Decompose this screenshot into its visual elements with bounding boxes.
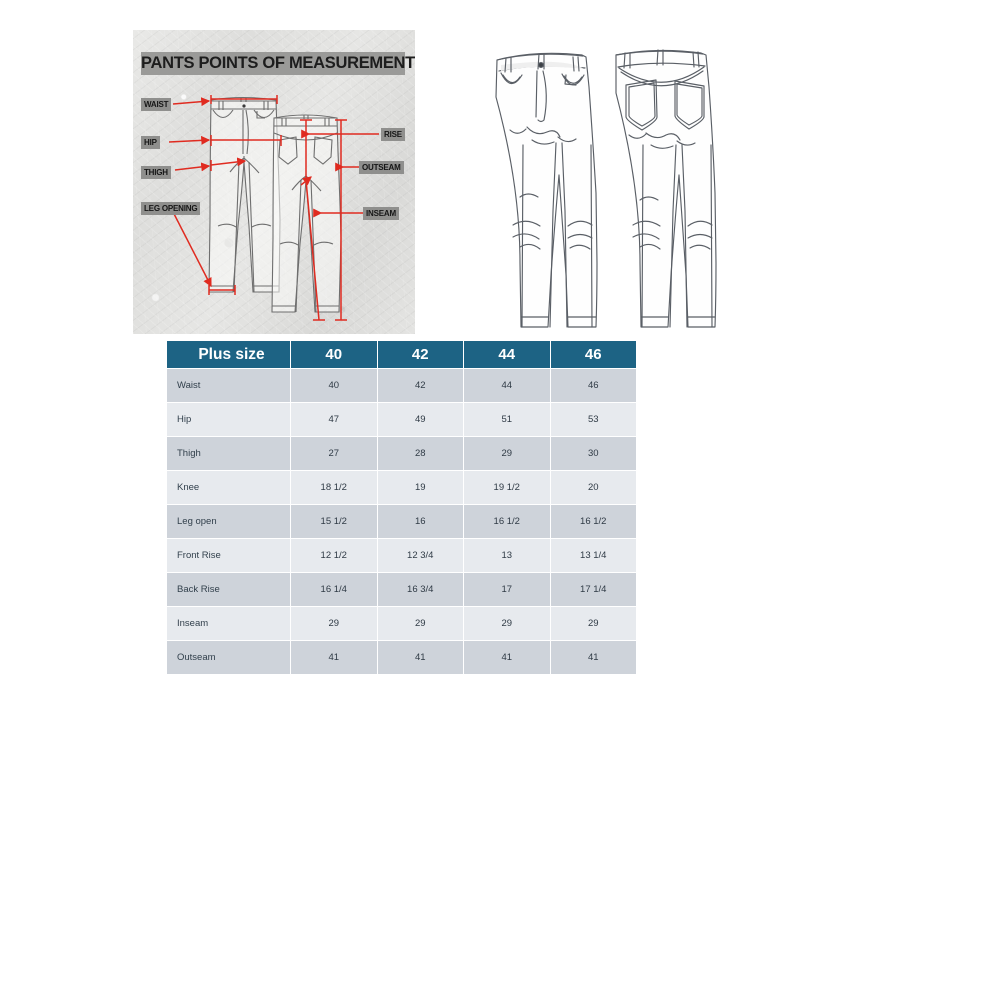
cell-front-rise-42: 12 3/4: [376, 538, 464, 573]
cell-thigh-44: 29: [463, 436, 551, 471]
row-label-leg-open: Leg open: [166, 504, 291, 539]
cell-leg-open-40: 15 1/2: [290, 504, 378, 539]
table-row: Leg open 15 1/2 16 16 1/2 16 1/2: [166, 504, 637, 539]
table-row: Hip 47 49 51 53: [166, 402, 637, 437]
cell-waist-42: 42: [376, 368, 464, 403]
table-header-plus-size: Plus size: [166, 340, 291, 369]
table-row: Waist 40 42 44 46: [166, 368, 637, 403]
cell-outseam-46: 41: [549, 640, 637, 675]
cell-thigh-46: 30: [549, 436, 637, 471]
jeans-front-flat-sketch: [495, 52, 598, 328]
jeans-back-flat-sketch: [615, 49, 717, 328]
table-row: Knee 18 1/2 19 19 1/2 20: [166, 470, 637, 505]
diagram-label-inseam: INSEAM: [363, 207, 399, 220]
cell-outseam-40: 41: [290, 640, 378, 675]
cell-thigh-42: 28: [376, 436, 464, 471]
cell-waist-40: 40: [290, 368, 378, 403]
diagram-artwork: [168, 95, 379, 321]
diagram-label-rise: RISE: [381, 128, 405, 141]
cell-back-rise-40: 16 1/4: [290, 572, 378, 607]
table-row: Back Rise 16 1/4 16 3/4 17 17 1/4: [166, 572, 637, 607]
cell-inseam-40: 29: [290, 606, 378, 641]
row-label-front-rise: Front Rise: [166, 538, 291, 573]
diagram-label-leg-opening: LEG OPENING: [141, 202, 201, 215]
row-label-inseam: Inseam: [166, 606, 291, 641]
cell-leg-open-42: 16: [376, 504, 464, 539]
cell-hip-42: 49: [376, 402, 464, 437]
diagram-label-outseam: OUTSEAM: [359, 161, 404, 174]
row-label-waist: Waist: [166, 368, 291, 403]
table-row: Thigh 27 28 29 30: [166, 436, 637, 471]
cell-inseam-44: 29: [463, 606, 551, 641]
row-label-hip: Hip: [166, 402, 291, 437]
row-label-outseam: Outseam: [166, 640, 291, 675]
table-header-size-40: 40: [290, 340, 378, 369]
cell-outseam-42: 41: [376, 640, 464, 675]
diagram-front-pants-artwork: [208, 96, 281, 293]
diagram-label-thigh: THIGH: [141, 166, 171, 179]
cell-back-rise-46: 17 1/4: [549, 572, 637, 607]
cell-leg-open-46: 16 1/2: [549, 504, 637, 539]
row-label-back-rise: Back Rise: [166, 572, 291, 607]
cell-inseam-42: 29: [376, 606, 464, 641]
cell-outseam-44: 41: [463, 640, 551, 675]
cell-front-rise-46: 13 1/4: [549, 538, 637, 573]
cell-hip-44: 51: [463, 402, 551, 437]
row-label-thigh: Thigh: [166, 436, 291, 471]
diagram-title: PANTS POINTS OF MEASUREMENT: [141, 52, 415, 75]
plus-size-measurement-table: Plus size 40 42 44 46 Waist 40 42 44 46 …: [166, 340, 637, 675]
cell-knee-44: 19 1/2: [463, 470, 551, 505]
cell-knee-42: 19: [376, 470, 464, 505]
table-row: Inseam 29 29 29 29: [166, 606, 637, 641]
table-header-row: Plus size 40 42 44 46: [166, 340, 637, 369]
cell-knee-46: 20: [549, 470, 637, 505]
cell-knee-40: 18 1/2: [290, 470, 378, 505]
cell-front-rise-40: 12 1/2: [290, 538, 378, 573]
cell-inseam-46: 29: [549, 606, 637, 641]
cell-thigh-40: 27: [290, 436, 378, 471]
jeans-technical-flats: [495, 49, 717, 328]
pants-points-of-measurement-diagram: PANTS POINTS OF MEASUREMENT: [133, 30, 415, 334]
cell-back-rise-44: 17: [463, 572, 551, 607]
table-header-size-46: 46: [549, 340, 637, 369]
cell-front-rise-44: 13: [463, 538, 551, 573]
table-header-size-44: 44: [463, 340, 551, 369]
cell-hip-46: 53: [549, 402, 637, 437]
cell-leg-open-44: 16 1/2: [463, 504, 551, 539]
table-row: Outseam 41 41 41 41: [166, 640, 637, 675]
cell-hip-40: 47: [290, 402, 378, 437]
cell-waist-46: 46: [549, 368, 637, 403]
cell-back-rise-42: 16 3/4: [376, 572, 464, 607]
cell-waist-44: 44: [463, 368, 551, 403]
table-header-size-42: 42: [376, 340, 464, 369]
table-row: Front Rise 12 1/2 12 3/4 13 13 1/4: [166, 538, 637, 573]
row-label-knee: Knee: [166, 470, 291, 505]
diagram-label-waist: WAIST: [141, 98, 172, 111]
diagram-label-hip: HIP: [141, 136, 160, 149]
